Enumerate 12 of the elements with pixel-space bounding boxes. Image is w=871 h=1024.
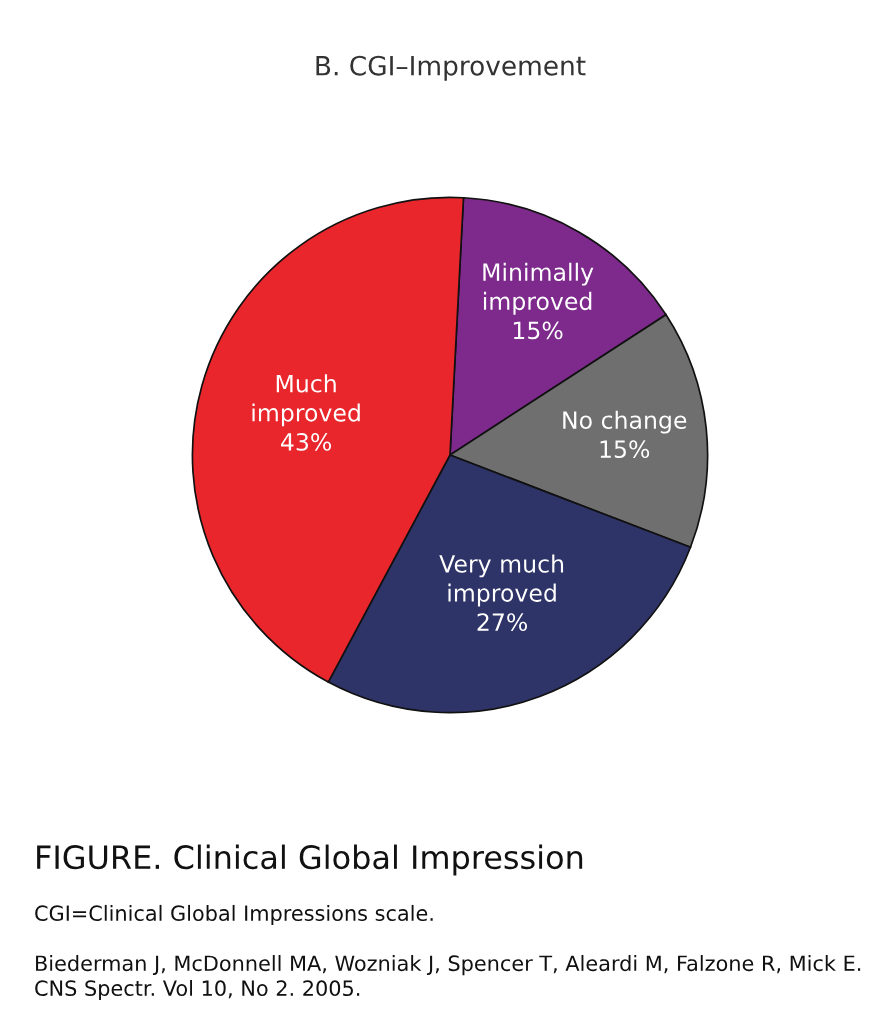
chart-title: B. CGI–Improvement [316, 55, 586, 81]
text: FIGURE. Clinical Global Impression [37, 844, 583, 876]
text: CGI=Clinical Global Impressions scale. [35, 904, 433, 926]
slice-label: No change [563, 410, 687, 434]
slice-label: Much improved [252, 374, 360, 427]
data-label: 15% [600, 440, 650, 459]
data-label: 43% [281, 432, 332, 451]
slice-label: Minimally improved [483, 262, 594, 315]
data-label: 15% [513, 321, 563, 340]
data-label: 27% [477, 613, 528, 632]
slice-label: Very much improved [439, 554, 564, 607]
text: Biederman J, McDonnell MA, Wozniak J, Spencer T, Aleardi M, Falzone R, Mick E. CNS Spectr. Vol 10, No 2. 2005. [35, 955, 861, 1001]
